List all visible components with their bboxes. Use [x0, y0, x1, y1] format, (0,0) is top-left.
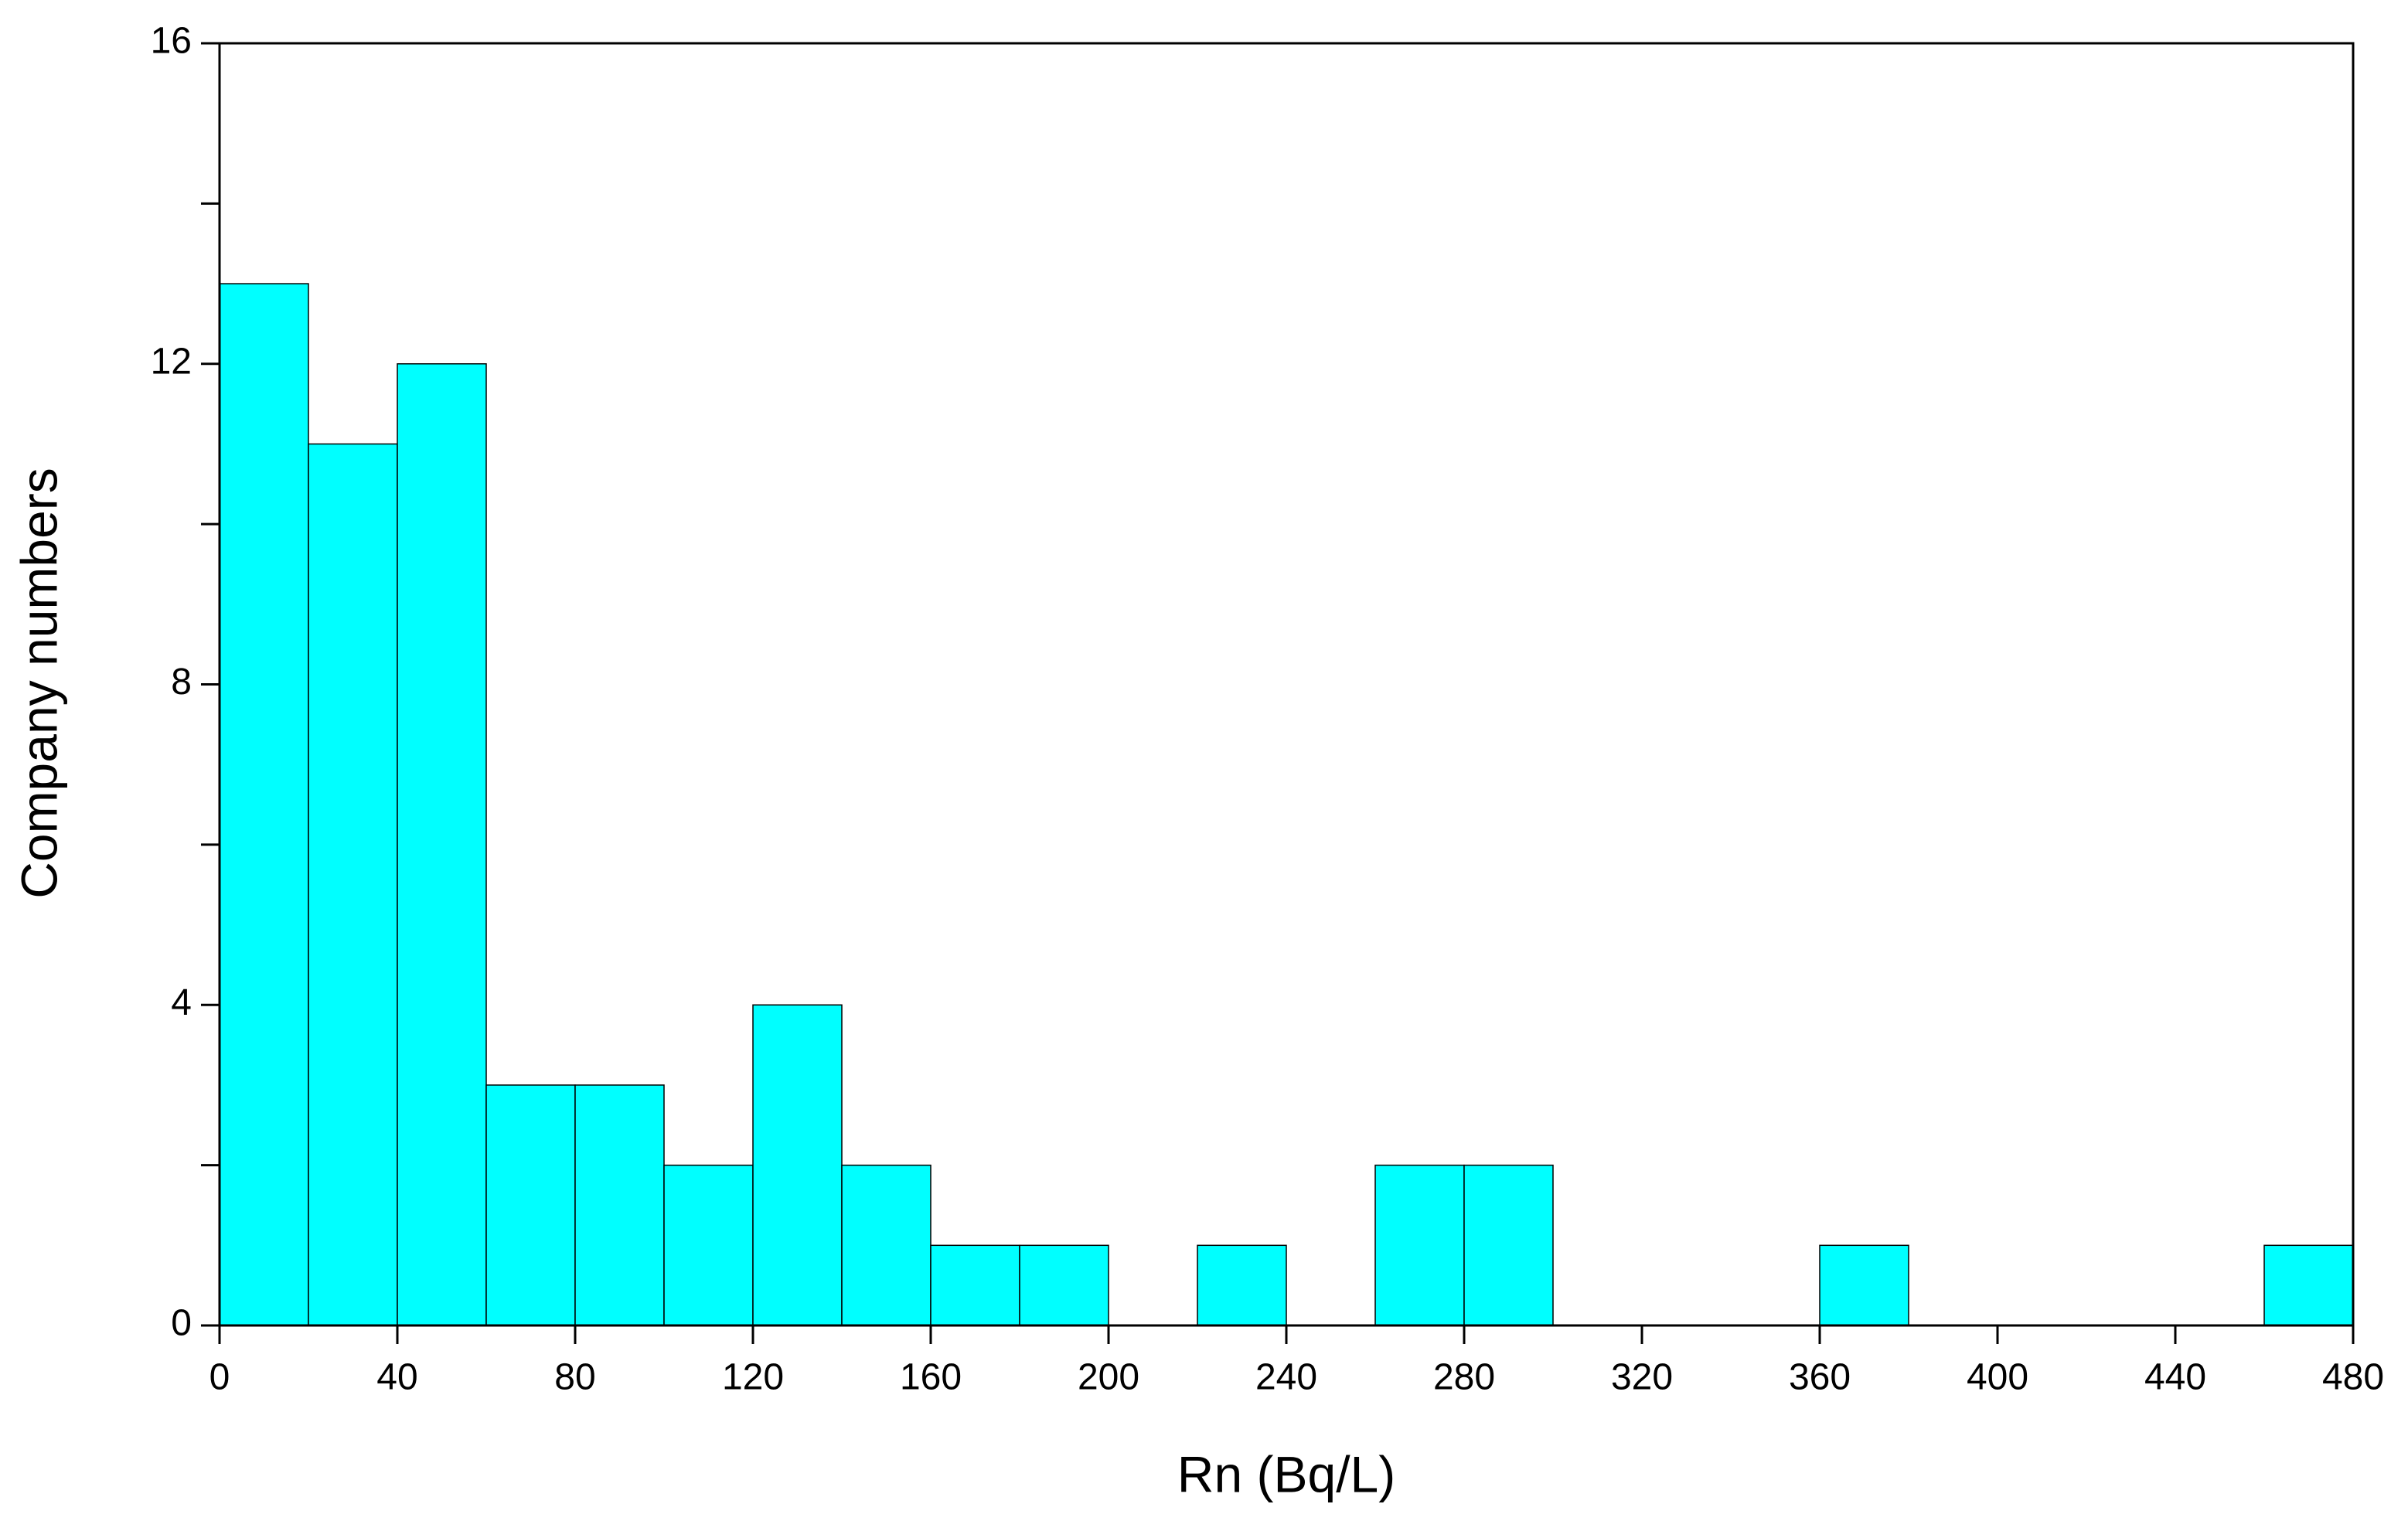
bar: [1197, 1244, 1287, 1326]
x-tick-label: 80: [554, 1357, 595, 1398]
bar: [1019, 1244, 1109, 1326]
bar: [1374, 1164, 1465, 1326]
y-tick-label: 0: [171, 1303, 192, 1344]
x-tick-label: 480: [2322, 1357, 2384, 1398]
x-tick-label: 280: [1433, 1357, 1495, 1398]
x-tick-label: 360: [1789, 1357, 1851, 1398]
y-tick-label: 4: [171, 982, 192, 1023]
bar: [2263, 1244, 2354, 1326]
x-tick-label: 0: [209, 1357, 230, 1398]
y-tick-label: 16: [151, 21, 192, 62]
bar: [1463, 1164, 1554, 1326]
bar: [663, 1164, 754, 1326]
x-tick-label: 240: [1255, 1357, 1317, 1398]
bar: [930, 1244, 1020, 1326]
x-tick-label: 320: [1611, 1357, 1673, 1398]
bar: [1819, 1244, 1909, 1326]
bar: [752, 1004, 843, 1326]
y-tick-label: 12: [151, 341, 192, 382]
bar: [308, 443, 398, 1326]
x-tick-label: 40: [376, 1357, 417, 1398]
x-tick-label: 120: [722, 1357, 784, 1398]
x-tick-label: 440: [2144, 1357, 2206, 1398]
x-tick-label: 400: [1967, 1357, 2028, 1398]
bar: [397, 363, 487, 1326]
x-axis-title: Rn (Bq/L): [1177, 1445, 1395, 1502]
y-tick-label: 8: [171, 662, 192, 703]
bar: [841, 1164, 932, 1326]
bar: [219, 283, 309, 1326]
x-tick-label: 200: [1078, 1357, 1139, 1398]
bar: [574, 1084, 665, 1326]
y-axis-title: Company numbers: [10, 468, 67, 899]
x-tick-label: 160: [900, 1357, 962, 1398]
bar: [485, 1084, 576, 1326]
